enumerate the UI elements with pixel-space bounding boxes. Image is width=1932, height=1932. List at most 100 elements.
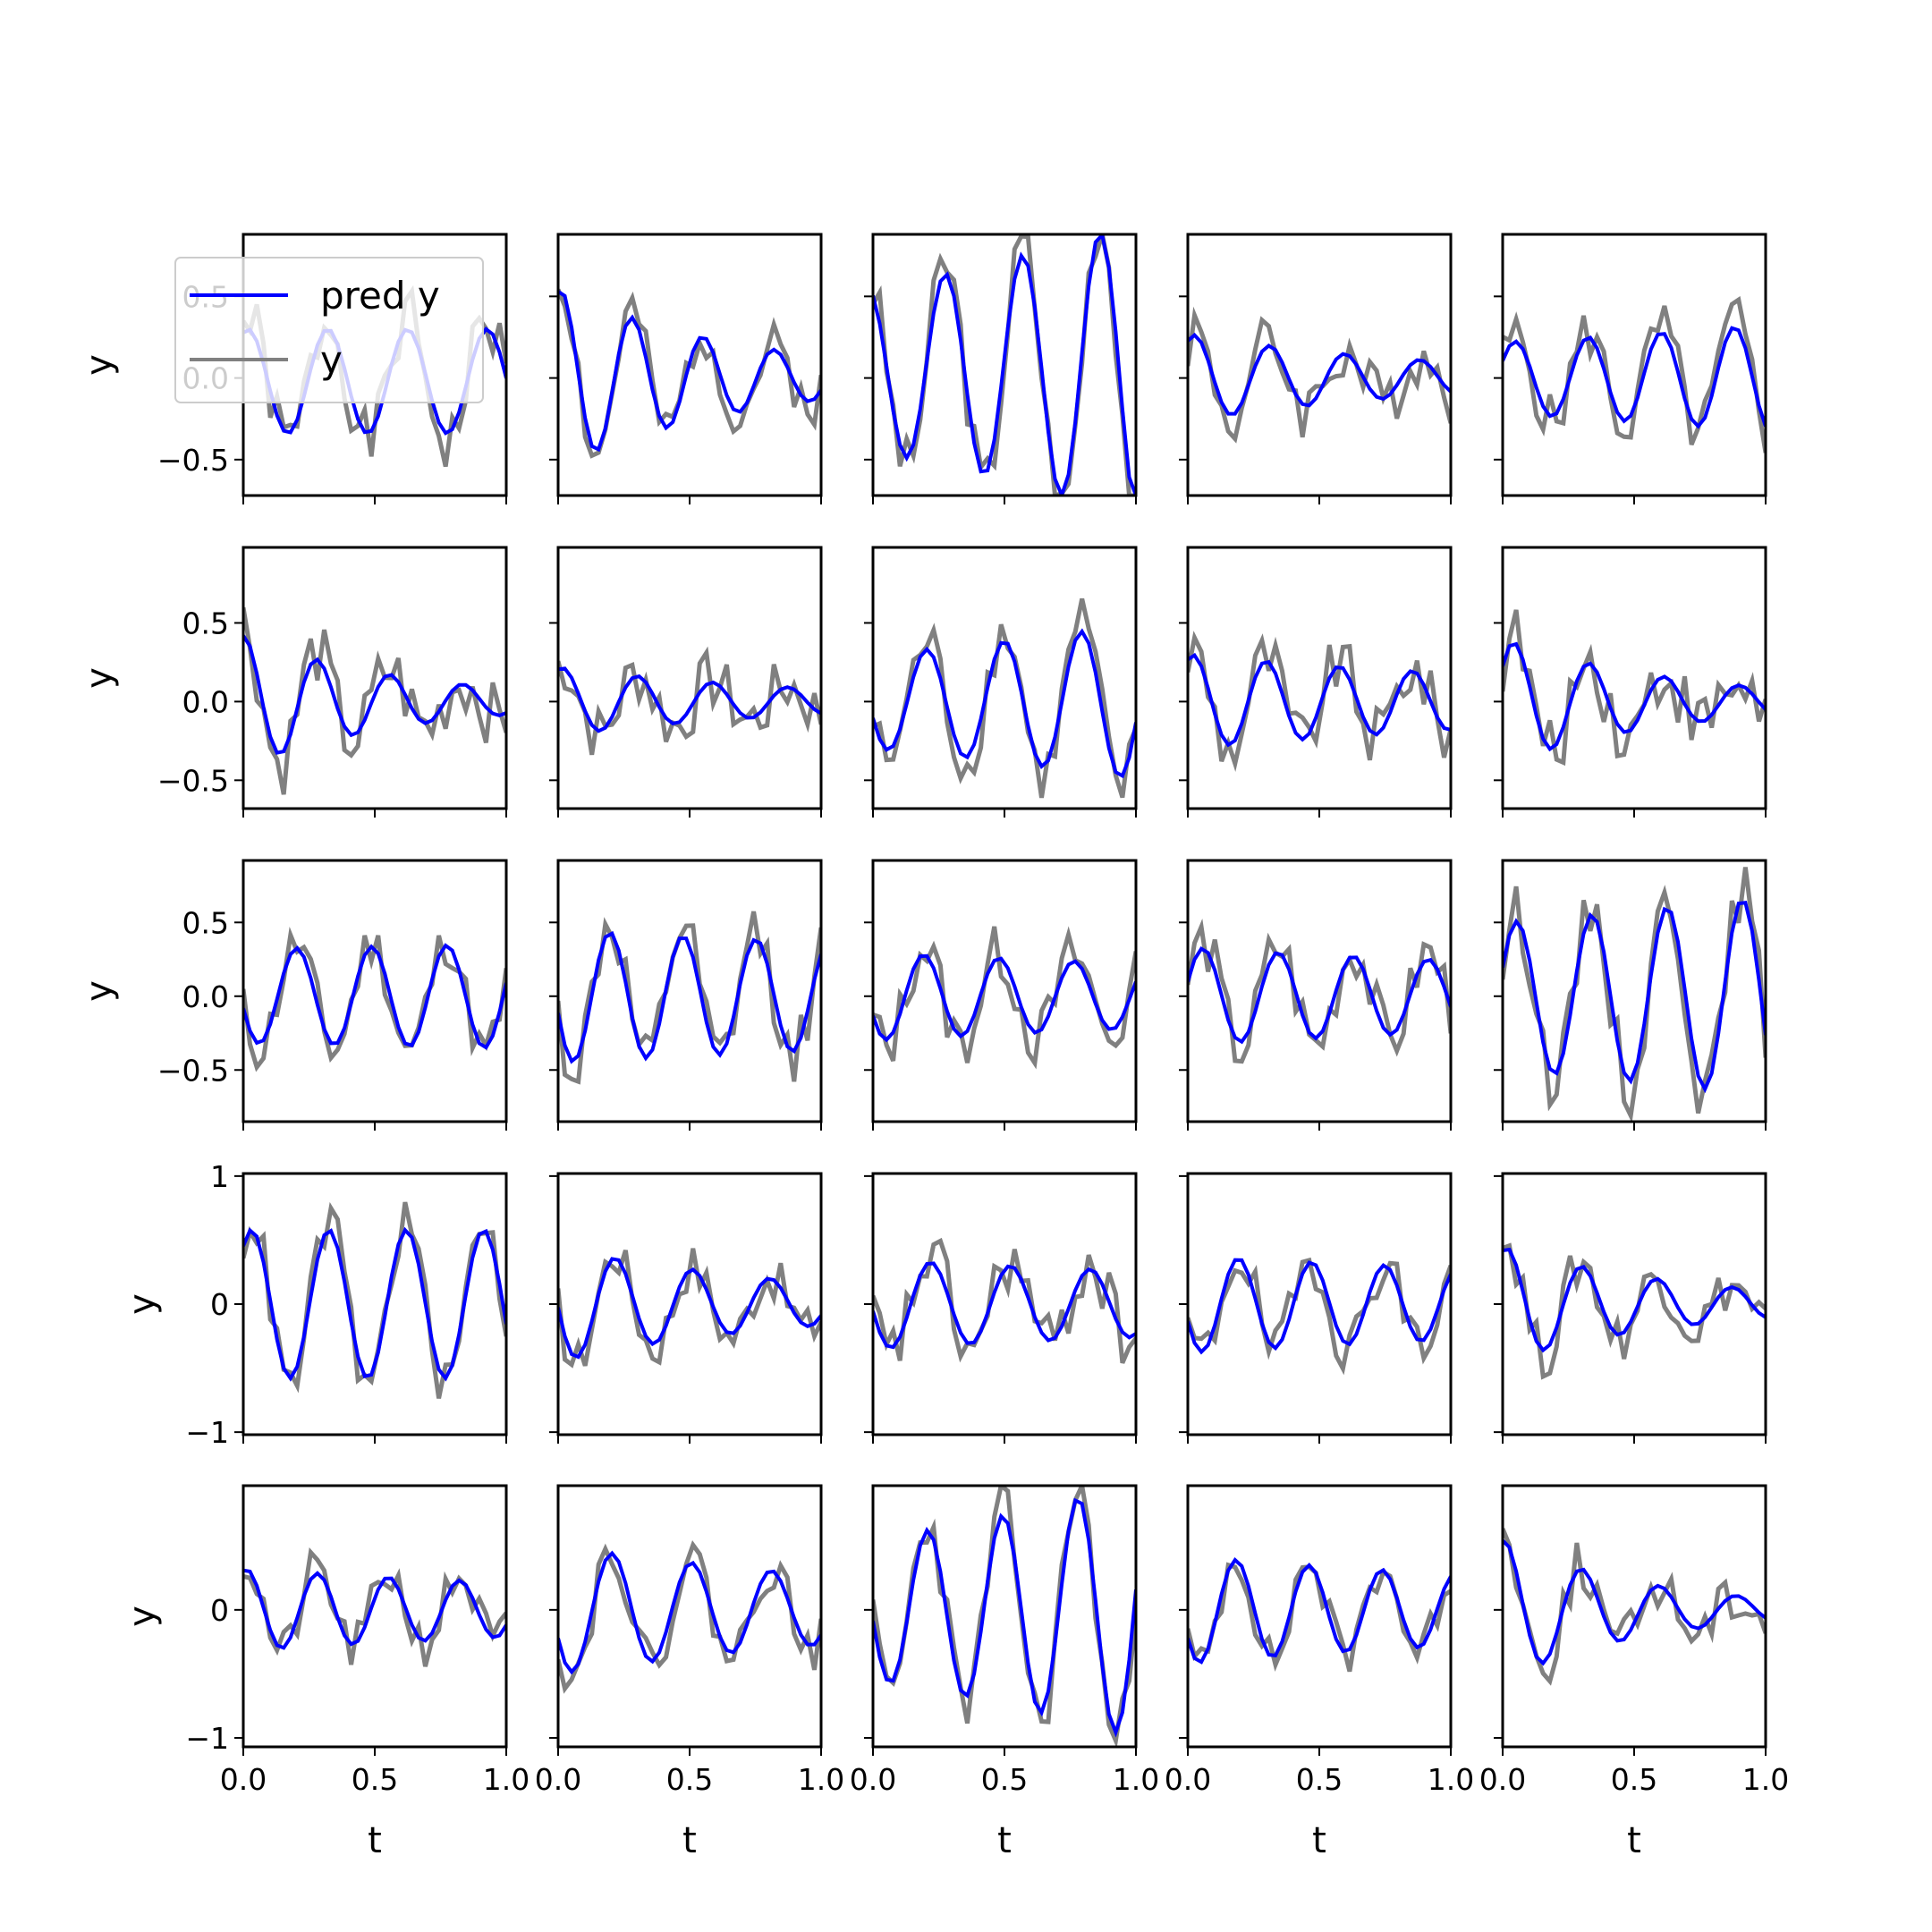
x-tick-label: 0.5 bbox=[1296, 1762, 1343, 1797]
x-tick-label: 1.0 bbox=[1428, 1762, 1474, 1797]
x-tick-label: 1.0 bbox=[1113, 1762, 1159, 1797]
subplot-panels: −0.50.00.5y−0.50.00.5y−0.50.00.5y−101y−1… bbox=[79, 233, 1789, 1861]
subplot-r3-c5 bbox=[1494, 859, 1767, 1131]
series-line-pred-y bbox=[1503, 901, 1766, 1094]
series-line-pred-y bbox=[873, 953, 1136, 1043]
series-line-pred-y bbox=[1188, 332, 1451, 416]
y-tick-label: −0.5 bbox=[157, 1053, 229, 1088]
y-tick-label: 0.5 bbox=[182, 905, 229, 940]
y-tick-label: 0 bbox=[210, 1287, 229, 1322]
x-tick-label: 1.0 bbox=[798, 1762, 844, 1797]
x-axis-label: t bbox=[1627, 1820, 1641, 1861]
series-line-pred-y bbox=[873, 234, 1136, 496]
series-line-y bbox=[558, 911, 821, 1085]
y-axis-label: y bbox=[79, 980, 120, 1002]
series-line-pred-y bbox=[1503, 1247, 1766, 1353]
series-line-pred-y bbox=[1503, 641, 1766, 752]
subplot-r4-c1: −1 0 1 y bbox=[122, 1159, 508, 1450]
series-line-pred-y bbox=[243, 1226, 506, 1382]
y-axis-label: y bbox=[79, 354, 120, 376]
x-tick-label: 0.0 bbox=[850, 1762, 896, 1797]
subplot-r1-c2 bbox=[549, 233, 823, 504]
subplot-r3-c1: −0.5 0.0 0.5 y bbox=[79, 859, 508, 1131]
series-line-pred-y bbox=[1188, 652, 1451, 748]
subplot-frame bbox=[1501, 233, 1767, 497]
series-line-pred-y bbox=[873, 1261, 1136, 1350]
subplot-r2-c1: −0.5 0.0 0.5 y bbox=[79, 546, 508, 818]
subplot-r2-c3 bbox=[864, 546, 1138, 818]
series-line-pred-y bbox=[243, 1568, 506, 1650]
y-axis-label: y bbox=[122, 1606, 163, 1627]
legend-label-y: y bbox=[320, 338, 343, 382]
legend-label-pred-y: pred y bbox=[320, 274, 440, 318]
subplot-frame bbox=[1501, 546, 1767, 810]
x-tick-label: 0.0 bbox=[1479, 1762, 1526, 1797]
y-tick-label: −1 bbox=[185, 1721, 229, 1756]
series-line-pred-y bbox=[558, 1550, 821, 1675]
series-line-y bbox=[1503, 867, 1766, 1122]
subplot-r3-c2 bbox=[549, 859, 823, 1131]
series-line-pred-y bbox=[243, 634, 506, 755]
x-axis-label: t bbox=[997, 1820, 1012, 1861]
series-line-y bbox=[243, 606, 506, 795]
series-line-pred-y bbox=[1503, 326, 1766, 429]
y-tick-label: 0.0 bbox=[182, 684, 229, 719]
y-tick-label: 0 bbox=[210, 1593, 229, 1628]
subplot-r3-c4 bbox=[1179, 859, 1453, 1131]
subplot-frame bbox=[1186, 1484, 1453, 1749]
series-line-y bbox=[1503, 296, 1766, 453]
subplot-r5-c4: 0.0 0.5 1.0 t bbox=[1165, 1484, 1474, 1861]
y-axis-label: y bbox=[122, 1293, 163, 1315]
series-line-pred-y bbox=[873, 628, 1136, 779]
series-line-y bbox=[1503, 609, 1766, 767]
x-axis-label: t bbox=[368, 1820, 382, 1861]
series-line-y bbox=[1188, 631, 1451, 772]
y-axis-label: y bbox=[79, 667, 120, 689]
series-line-pred-y bbox=[1188, 1557, 1451, 1665]
subplot-r4-c5 bbox=[1494, 1172, 1767, 1444]
series-line-y bbox=[558, 646, 821, 756]
series-line-pred-y bbox=[558, 290, 821, 453]
subplot-r4-c3 bbox=[864, 1172, 1138, 1444]
x-tick-label: 0.5 bbox=[981, 1762, 1028, 1797]
subplot-r2-c4 bbox=[1179, 546, 1453, 818]
series-line-pred-y bbox=[243, 943, 506, 1050]
subplot-r4-c2 bbox=[549, 1172, 823, 1444]
y-tick-label: 0.5 bbox=[182, 606, 229, 640]
subplot-r3-c3 bbox=[864, 859, 1138, 1131]
series-line-y bbox=[873, 926, 1136, 1070]
y-tick-label: −0.5 bbox=[157, 443, 229, 478]
legend: pred y y bbox=[174, 257, 484, 403]
y-tick-label: −1 bbox=[185, 1415, 229, 1450]
x-tick-label: 0.5 bbox=[1611, 1762, 1657, 1797]
subplot-r5-c3: 0.0 0.5 1.0 t bbox=[850, 1484, 1159, 1861]
series-line-y bbox=[1503, 1528, 1766, 1686]
subplot-r1-c4 bbox=[1179, 233, 1453, 504]
series-line-pred-y bbox=[1503, 1538, 1766, 1666]
series-line-y bbox=[1188, 306, 1451, 444]
subplot-r5-c2: 0.0 0.5 1.0 t bbox=[535, 1484, 844, 1861]
y-tick-label: 0.0 bbox=[182, 979, 229, 1014]
subplot-frame bbox=[556, 1484, 823, 1749]
subplot-r4-c4 bbox=[1179, 1172, 1453, 1444]
x-tick-label: 1.0 bbox=[1742, 1762, 1789, 1797]
subplot-r5-c5: 0.0 0.5 1.0 t bbox=[1479, 1484, 1789, 1861]
subplot-r5-c1: −1 0 0.0 0.5 1.0 y t bbox=[122, 1484, 530, 1861]
subplot-frame bbox=[1186, 1172, 1453, 1436]
subplot-frame bbox=[242, 1172, 508, 1436]
x-tick-label: 0.0 bbox=[220, 1762, 267, 1797]
series-line-y bbox=[558, 1248, 821, 1368]
y-tick-label: 1 bbox=[210, 1159, 229, 1194]
subplot-frame bbox=[556, 546, 823, 810]
series-line-pred-y bbox=[558, 930, 821, 1064]
x-axis-label: t bbox=[682, 1820, 697, 1861]
subplot-r2-c2 bbox=[549, 546, 823, 818]
x-axis-label: t bbox=[1312, 1820, 1326, 1861]
series-line-y bbox=[873, 597, 1136, 799]
x-tick-label: 0.5 bbox=[352, 1762, 398, 1797]
x-tick-label: 1.0 bbox=[483, 1762, 530, 1797]
subplot-frame bbox=[556, 859, 823, 1123]
series-line-pred-y bbox=[1188, 1258, 1451, 1355]
series-line-pred-y bbox=[558, 666, 821, 733]
